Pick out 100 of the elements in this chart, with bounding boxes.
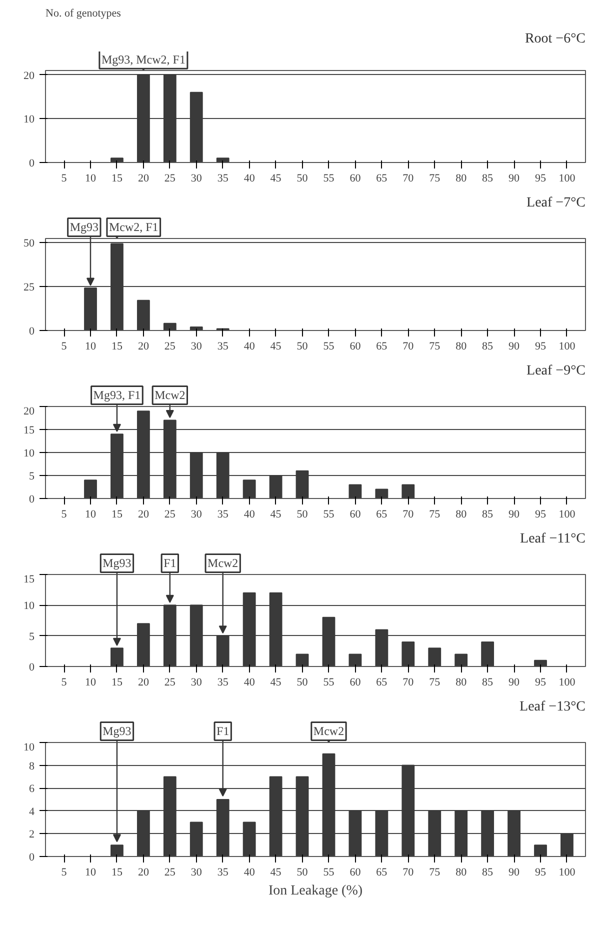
x-tick-label: 25	[164, 172, 176, 184]
x-tick-label: 75	[429, 508, 441, 520]
x-tick-label: 35	[217, 172, 229, 184]
x-tick-label: 75	[429, 172, 441, 184]
x-tick-label: 40	[244, 172, 256, 184]
x-tick-label: 30	[190, 340, 202, 352]
x-tick-label: 10	[85, 340, 96, 352]
x-tick-label: 20	[138, 340, 150, 352]
x-tick-label: 80	[456, 676, 468, 688]
x-tick-label: 10	[85, 508, 96, 520]
x-tick-label: 20	[138, 676, 150, 688]
x-tick-label: 50	[296, 508, 308, 520]
bar	[242, 480, 256, 498]
x-tick-label: 75	[429, 676, 441, 688]
x-tick-label: 15	[111, 866, 123, 878]
chart-title: Leaf −13°C	[520, 700, 586, 714]
y-tick-label: 0	[29, 494, 35, 506]
y-tick-label: 0	[29, 852, 35, 864]
x-tick-label: 85	[482, 508, 494, 520]
y-tick-label: 10	[24, 448, 35, 460]
x-tick-label: 5	[61, 508, 68, 520]
x-tick-label: 95	[535, 172, 546, 184]
x-tick-label: 65	[376, 340, 388, 352]
x-tick-label: 70	[402, 508, 414, 520]
x-tick-label: 5	[61, 676, 68, 688]
x-tick-label: 85	[482, 676, 494, 688]
y-tick-label: 50	[24, 238, 35, 250]
x-tick-label: 50	[296, 340, 308, 352]
y-tick-label: 2	[29, 828, 34, 841]
annotation: Mcw2	[154, 388, 186, 402]
x-tick-label: 80	[456, 866, 468, 878]
x-tick-label: 90	[508, 508, 520, 520]
x-tick-label: 100	[558, 508, 576, 520]
x-tick-label: 95	[535, 340, 546, 352]
bar	[216, 158, 230, 162]
annotation: Mcw2	[208, 556, 238, 570]
x-tick-label: 25	[164, 340, 176, 352]
x-tick-label: 60	[350, 508, 362, 520]
y-tick-label: 20	[24, 70, 35, 82]
annotation: Mg93	[102, 556, 132, 570]
x-tick-label: 75	[429, 866, 441, 878]
x-tick-label: 20	[138, 172, 150, 184]
y-tick-label: 15	[24, 574, 35, 586]
x-tick-label: 55	[323, 340, 335, 352]
x-tick-label: 15	[111, 676, 123, 688]
x-tick-label: 50	[296, 676, 308, 688]
annotation: Mg93	[70, 220, 98, 234]
y-tick-label: 20	[24, 406, 35, 418]
annotation: Mcw2	[313, 724, 344, 738]
annotation: F1	[164, 556, 176, 570]
x-tick-label: 45	[270, 866, 282, 878]
bar	[110, 844, 124, 856]
x-tick-label: 85	[482, 866, 494, 878]
x-axis-title: Ion Leakage (%)	[268, 884, 363, 898]
x-tick-label: 15	[111, 508, 123, 520]
x-tick-label: 65	[376, 172, 388, 184]
x-tick-label: 95	[535, 676, 546, 688]
x-tick-label: 35	[217, 508, 229, 520]
bar	[534, 844, 547, 856]
x-tick-label: 70	[402, 172, 414, 184]
y-tick-label: 10	[24, 114, 35, 126]
x-tick-label: 100	[558, 866, 576, 878]
x-tick-label: 60	[350, 676, 362, 688]
x-tick-label: 60	[350, 172, 362, 184]
x-tick-label: 65	[376, 866, 388, 878]
x-tick-label: 35	[217, 340, 229, 352]
x-tick-label: 15	[111, 340, 123, 352]
x-tick-label: 25	[164, 676, 176, 688]
x-tick-label: 100	[558, 340, 576, 352]
chart-title: Root −6°C	[524, 32, 586, 46]
y-tick-label: 10	[24, 600, 35, 612]
y-tick-label: 0	[29, 326, 35, 338]
chart-title: Leaf −7°C	[526, 196, 586, 210]
y-tick-label: 5	[29, 630, 35, 643]
x-tick-label: 15	[111, 172, 123, 184]
x-tick-label: 10	[85, 866, 96, 878]
x-tick-label: 70	[402, 676, 414, 688]
annotation: Mg93, Mcw2, F1	[101, 52, 186, 67]
x-tick-label: 20	[138, 508, 150, 520]
chart-title: Leaf −11°C	[520, 532, 586, 546]
x-tick-label: 90	[508, 340, 520, 352]
y-tick-label: 15	[24, 424, 35, 436]
x-tick-label: 65	[376, 676, 388, 688]
x-tick-label: 5	[61, 866, 68, 878]
y-axis-title: No. of genotypes	[46, 8, 121, 20]
bar	[375, 488, 388, 498]
bar	[110, 158, 124, 162]
x-tick-label: 45	[270, 172, 282, 184]
bar	[136, 300, 150, 330]
x-tick-label: 40	[244, 866, 256, 878]
x-tick-label: 50	[296, 866, 308, 878]
x-tick-label: 95	[535, 866, 546, 878]
x-tick-label: 20	[138, 866, 150, 878]
y-tick-label: 0	[29, 662, 35, 674]
x-tick-label: 25	[164, 866, 176, 878]
bar	[402, 484, 415, 498]
x-tick-label: 55	[323, 676, 335, 688]
x-tick-label: 75	[429, 340, 441, 352]
x-tick-label: 45	[270, 508, 282, 520]
annotation: Mg93, F1	[93, 388, 141, 402]
